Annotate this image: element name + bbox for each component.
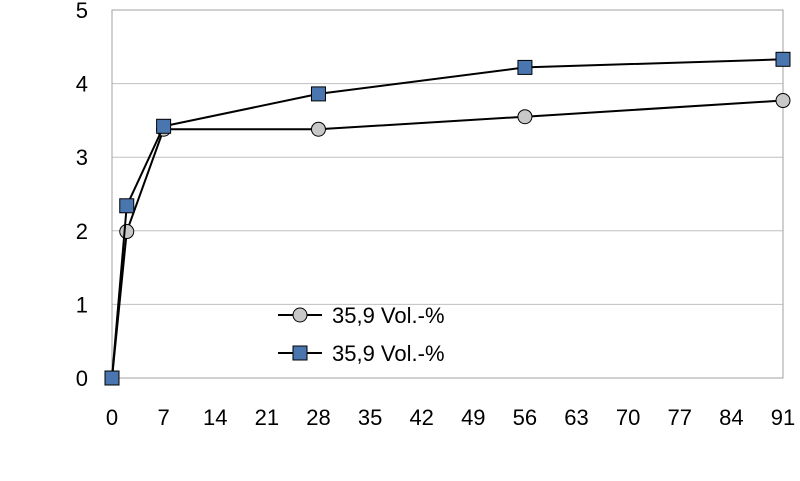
x-tick-label: 70 — [616, 405, 640, 430]
legend-label-series-1: 35,9 Vol.-% — [332, 303, 445, 328]
x-tick-label: 56 — [513, 405, 537, 430]
series-2 — [104, 51, 791, 386]
legend: 35,9 Vol.-% 35,9 Vol.-% — [278, 303, 445, 366]
x-tick-label: 14 — [203, 405, 227, 430]
y-tick-label: 5 — [76, 0, 88, 23]
x-tick-label: 35 — [358, 405, 382, 430]
y-tick-label: 2 — [76, 219, 88, 244]
data-point-series-2 — [104, 370, 120, 386]
data-point-series-2 — [775, 51, 791, 67]
x-tick-label: 28 — [306, 405, 330, 430]
y-tick-label: 0 — [76, 366, 88, 391]
data-point-series-1 — [517, 109, 533, 125]
series-layer — [104, 51, 791, 386]
data-point-series-1 — [119, 224, 135, 240]
series-1 — [104, 93, 791, 386]
grid-lines — [112, 9, 783, 379]
data-point-series-2 — [156, 118, 172, 134]
x-tick-label: 77 — [668, 405, 692, 430]
y-tick-label: 1 — [76, 292, 88, 317]
x-tick-label: 0 — [106, 405, 118, 430]
legend-marker-series-1 — [292, 307, 308, 323]
plot-area-frame — [111, 9, 784, 379]
y-axis-ticks: 0 1 2 3 4 5 — [76, 0, 88, 391]
x-tick-label: 63 — [564, 405, 588, 430]
data-point-series-2 — [310, 86, 326, 102]
data-point-series-1 — [310, 121, 326, 137]
series-2-line — [111, 58, 784, 379]
data-point-series-1 — [775, 93, 791, 109]
x-tick-label: 21 — [255, 405, 279, 430]
series-1-line — [111, 99, 784, 379]
x-tick-label: 91 — [771, 405, 795, 430]
x-tick-label: 7 — [157, 405, 169, 430]
x-tick-label: 42 — [409, 405, 433, 430]
x-tick-label: 84 — [719, 405, 743, 430]
x-tick-label: 49 — [461, 405, 485, 430]
data-point-series-2 — [119, 198, 135, 214]
legend-label-series-2: 35,9 Vol.-% — [332, 341, 445, 366]
y-tick-label: 3 — [76, 145, 88, 170]
data-point-series-2 — [517, 59, 533, 75]
y-tick-label: 4 — [76, 72, 88, 97]
x-axis-ticks: 0 7 14 21 28 35 42 49 56 63 70 77 84 91 — [106, 405, 795, 430]
legend-marker-series-2 — [292, 345, 308, 361]
